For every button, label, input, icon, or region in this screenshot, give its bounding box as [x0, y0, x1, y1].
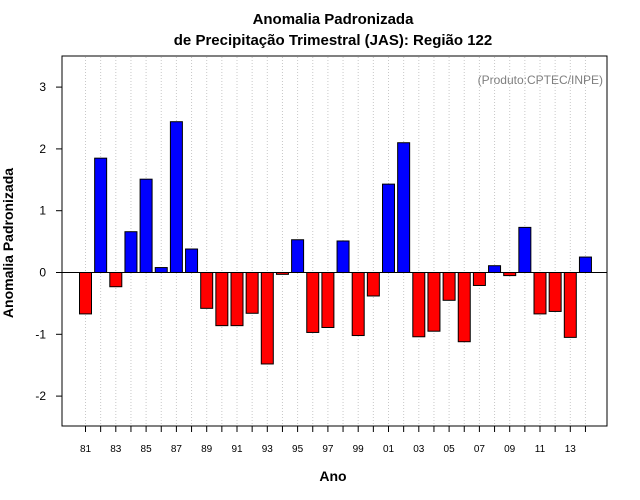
bar-series [79, 121, 592, 365]
bar-1995 [291, 239, 305, 274]
bar-1984 [124, 231, 138, 274]
bar-1986 [154, 267, 168, 273]
y-axis-label: Anomalia Padronizada [0, 168, 16, 318]
bar-2004 [427, 272, 441, 332]
x-tick-label: 97 [322, 444, 334, 455]
bar-1989 [200, 272, 214, 309]
bar-2008 [488, 265, 502, 273]
x-tick-label: 95 [292, 444, 304, 455]
x-tick-label: 91 [231, 444, 243, 455]
bar-1988 [185, 248, 199, 274]
bar-1987 [169, 121, 183, 274]
bar-1999 [351, 272, 365, 337]
bar-2013 [563, 272, 577, 338]
y-tick-label: -1 [35, 327, 46, 341]
bar-2006 [457, 272, 471, 343]
y-tick-label: 2 [39, 142, 46, 156]
x-axis-label: Ano [319, 468, 346, 484]
source-annotation: (Produto:CPTEC/INPE) [478, 73, 603, 87]
x-tick-label: 05 [444, 444, 456, 455]
x-axis: 81 83 85 87 89 91 93 95 97 99 01 03 05 07 09 11 13 [80, 426, 586, 455]
y-tick-label: 3 [39, 80, 46, 94]
x-tick-label: 99 [353, 444, 365, 455]
bar-1992 [245, 272, 259, 314]
bar-1990 [215, 272, 229, 327]
y-tick-label: -2 [35, 389, 46, 403]
bar-1998 [336, 240, 350, 273]
bar-1981 [79, 272, 92, 315]
bar-2000 [366, 272, 380, 297]
bar-2001 [382, 183, 395, 274]
x-tick-label: 83 [110, 444, 122, 455]
plot-frame [61, 55, 608, 427]
bar-2012 [548, 272, 562, 312]
bar-2003 [412, 272, 426, 338]
vertical-grid [85, 57, 586, 425]
x-tick-label: 85 [141, 444, 153, 455]
bar-2011 [533, 272, 547, 315]
y-tick-label: 0 [39, 266, 46, 280]
chart-subtitle: de Precipitação Trimestral (JAS): Região… [174, 32, 492, 49]
y-tick-label: 1 [39, 204, 46, 218]
bar-1982 [94, 157, 108, 273]
bar-1983 [109, 272, 123, 288]
y-axis: -2 -1 0 1 2 3 [35, 80, 62, 403]
x-tick-label: 11 [535, 444, 546, 455]
bar-1996 [306, 272, 320, 333]
bar-1997 [321, 272, 335, 329]
bar-2010 [518, 226, 532, 273]
x-tick-label: 03 [413, 444, 425, 455]
bar-2005 [442, 272, 456, 301]
bar-1985 [139, 178, 153, 274]
bar-1993 [260, 272, 274, 365]
x-tick-label: 01 [383, 444, 395, 455]
x-tick-label: 87 [171, 444, 183, 455]
x-tick-label: 13 [565, 444, 577, 455]
bar-2002 [397, 142, 411, 273]
x-tick-label: 07 [474, 444, 486, 455]
chart-title: Anomalia Padronizada [253, 11, 415, 28]
x-tick-label: 81 [80, 444, 92, 455]
x-tick-label: 89 [201, 444, 213, 455]
x-tick-label: 93 [262, 444, 274, 455]
bar-2014 [578, 256, 592, 273]
bar-1991 [230, 272, 244, 327]
bar-2007 [472, 272, 486, 286]
x-tick-label: 09 [504, 444, 516, 455]
